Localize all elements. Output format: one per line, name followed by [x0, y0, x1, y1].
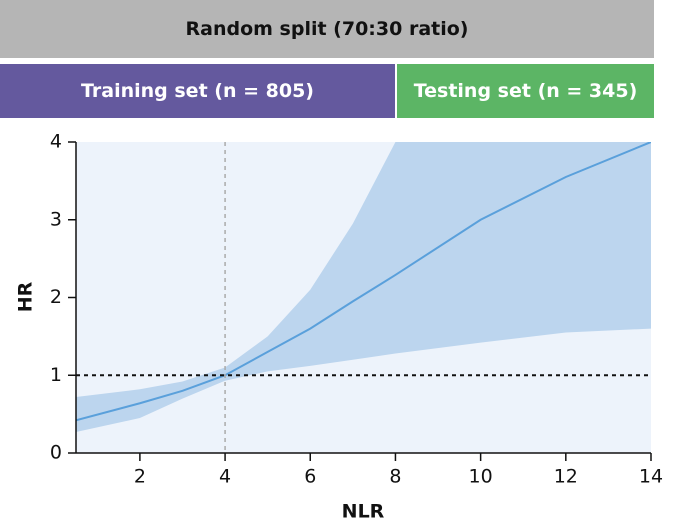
x-tick-label: 4 [219, 466, 231, 488]
header-title: Random split (70:30 ratio) [0, 0, 654, 58]
confidence-band [76, 142, 651, 433]
x-axis-label: NLR [342, 501, 385, 523]
y-tick-label: 0 [50, 442, 62, 464]
y-tick-label: 3 [50, 208, 62, 230]
y-tick-label: 4 [50, 131, 62, 153]
x-tick-label: 6 [304, 466, 316, 488]
x-tick-label: 14 [639, 466, 663, 488]
training-label: Training set (n = 805) [0, 64, 395, 118]
y-axis-label: HR [15, 281, 37, 312]
testing-label: Testing set (n = 345) [397, 64, 654, 118]
x-tick-label: 2 [134, 466, 146, 488]
y-tick-label: 1 [50, 364, 62, 386]
hr-line [76, 142, 651, 422]
x-tick-label: 12 [554, 466, 578, 488]
y-tick-label: 2 [50, 286, 62, 308]
x-tick-label: 8 [389, 466, 401, 488]
x-tick-label: 10 [469, 466, 493, 488]
